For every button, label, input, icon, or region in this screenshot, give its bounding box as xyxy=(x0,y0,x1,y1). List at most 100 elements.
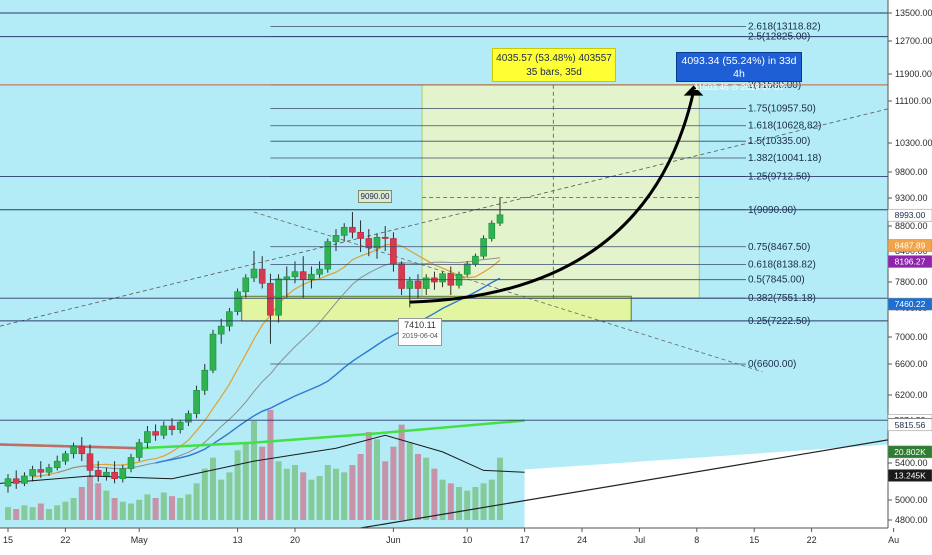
volume-bar[interactable] xyxy=(406,443,413,520)
candle-body[interactable] xyxy=(463,263,471,275)
time-axis-panel[interactable] xyxy=(0,528,888,550)
candle-body[interactable] xyxy=(488,222,496,239)
price-tag[interactable] xyxy=(887,239,932,252)
volume-bar[interactable] xyxy=(283,468,290,520)
candle-body[interactable] xyxy=(94,470,102,477)
volume-bar[interactable] xyxy=(136,499,143,520)
projection-arrow[interactable] xyxy=(409,91,695,304)
volume-bar[interactable] xyxy=(390,446,397,520)
volume-bar[interactable] xyxy=(251,421,257,520)
volume-bar[interactable] xyxy=(128,503,134,521)
volume-bar[interactable] xyxy=(480,483,487,520)
candle-body[interactable] xyxy=(86,453,94,471)
candle-body[interactable] xyxy=(316,268,323,275)
volume-bar[interactable] xyxy=(5,507,11,520)
candle-body[interactable] xyxy=(53,460,61,468)
price-tag[interactable] xyxy=(887,418,932,432)
candle-body[interactable] xyxy=(275,278,282,316)
volume-bar[interactable] xyxy=(193,483,200,520)
candle-body[interactable] xyxy=(62,453,69,462)
candle-body[interactable] xyxy=(103,471,110,477)
candle-body[interactable] xyxy=(45,467,53,473)
volume-bar[interactable] xyxy=(62,501,69,520)
volume-bar[interactable] xyxy=(185,494,192,520)
candle-body[interactable] xyxy=(135,442,143,458)
candle-body[interactable] xyxy=(373,236,381,249)
price-tag[interactable] xyxy=(887,469,932,482)
candle-body[interactable] xyxy=(12,478,20,484)
candle-body[interactable] xyxy=(258,268,266,284)
candle-body[interactable] xyxy=(78,446,86,455)
candle-body[interactable] xyxy=(422,277,430,289)
volume-bar[interactable] xyxy=(300,472,307,520)
volume-bar[interactable] xyxy=(464,490,471,520)
volume-bar[interactable] xyxy=(398,424,405,520)
candle-body[interactable] xyxy=(193,390,200,414)
candle-body[interactable] xyxy=(267,282,274,316)
volume-bar[interactable] xyxy=(423,457,430,520)
candle-body[interactable] xyxy=(439,273,446,283)
volume-ma-red[interactable] xyxy=(0,443,140,450)
candle-body[interactable] xyxy=(21,475,28,484)
candle-body[interactable] xyxy=(168,425,176,430)
price-tag[interactable] xyxy=(887,445,932,459)
candle-body[interactable] xyxy=(324,241,332,270)
volume-bar[interactable] xyxy=(275,461,282,520)
candle-body[interactable] xyxy=(4,478,12,487)
projection-box[interactable] xyxy=(421,84,700,299)
volume-bar[interactable] xyxy=(324,465,331,520)
candle-body[interactable] xyxy=(406,280,414,289)
volume-bar[interactable] xyxy=(333,468,339,520)
dashed-trendline[interactable] xyxy=(0,108,888,327)
volume-bar[interactable] xyxy=(169,496,175,520)
candle-body[interactable] xyxy=(37,469,45,473)
volume-bar[interactable] xyxy=(292,465,298,520)
candle-body[interactable] xyxy=(332,235,340,242)
price-tag[interactable] xyxy=(887,255,932,268)
candle-body[interactable] xyxy=(70,446,77,455)
candle-body[interactable] xyxy=(414,280,422,289)
volume-bar[interactable] xyxy=(103,490,110,520)
volume-bar[interactable] xyxy=(111,498,118,520)
candle-body[interactable] xyxy=(480,238,487,257)
candle-body[interactable] xyxy=(381,236,389,239)
measure-box[interactable]: 4035.57 (53.48%) 403557 35 bars, 35d xyxy=(492,48,616,82)
volume-bar[interactable] xyxy=(218,479,225,520)
candle-body[interactable] xyxy=(29,469,36,477)
volume-bar[interactable] xyxy=(456,487,462,520)
high-marker[interactable]: 9090.00 xyxy=(358,190,392,203)
support-trendline[interactable] xyxy=(360,439,888,528)
candle-body[interactable] xyxy=(144,431,151,443)
volume-bar[interactable] xyxy=(382,461,389,520)
volume-bar[interactable] xyxy=(46,509,52,520)
volume-bar[interactable] xyxy=(365,432,372,520)
candle-body[interactable] xyxy=(472,255,479,265)
volume-bar[interactable] xyxy=(13,509,20,520)
candle-body[interactable] xyxy=(291,271,299,278)
volume-bar[interactable] xyxy=(488,479,495,520)
volume-bar[interactable] xyxy=(447,483,454,520)
candle-body[interactable] xyxy=(242,277,250,293)
price-tag[interactable] xyxy=(887,297,932,311)
volume-bar[interactable] xyxy=(267,410,274,520)
volume-bar[interactable] xyxy=(316,476,323,520)
volume-bar[interactable] xyxy=(242,443,249,520)
volume-bar[interactable] xyxy=(37,503,44,521)
candle-body[interactable] xyxy=(185,413,192,423)
price-tag[interactable] xyxy=(887,208,932,222)
volume-bar[interactable] xyxy=(119,501,126,520)
volume-bar[interactable] xyxy=(70,498,77,520)
volume-bar[interactable] xyxy=(210,457,216,520)
candle-body[interactable] xyxy=(119,468,127,480)
volume-bar[interactable] xyxy=(160,492,167,521)
candle-body[interactable] xyxy=(160,425,168,436)
volume-bar[interactable] xyxy=(472,487,479,520)
candle-body[interactable] xyxy=(127,457,135,469)
volume-bar[interactable] xyxy=(29,507,36,520)
candle-body[interactable] xyxy=(390,238,397,265)
volume-bar[interactable] xyxy=(87,476,93,520)
volume-bar[interactable] xyxy=(308,479,315,520)
price-axis-panel[interactable] xyxy=(888,0,932,550)
target-box[interactable]: 4093.34 (55.24%) in 33d 4h 11503.45 ⊙ 20… xyxy=(676,52,802,92)
